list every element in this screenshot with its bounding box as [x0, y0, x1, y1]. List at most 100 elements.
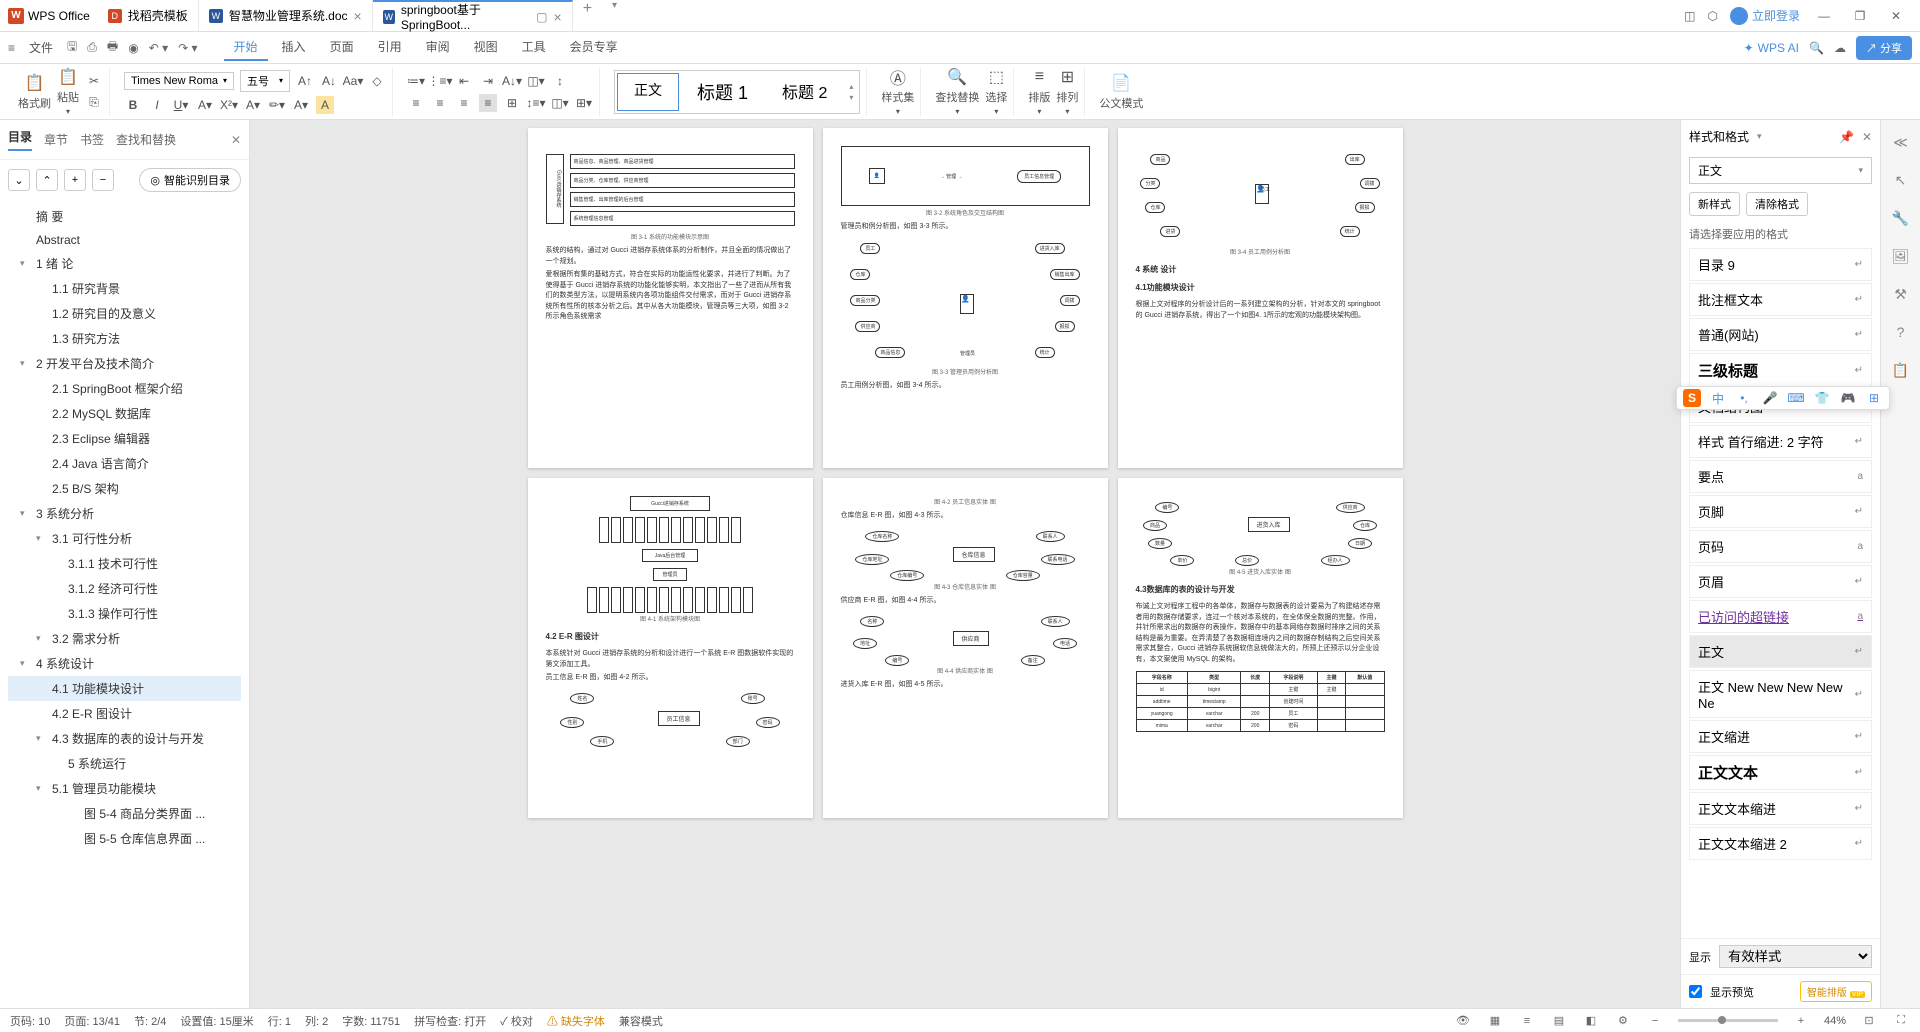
- font-size-select[interactable]: 五号▾: [240, 70, 290, 92]
- menu-tab-member[interactable]: 会员专享: [560, 34, 628, 61]
- style-entry[interactable]: 正文文本缩进↵: [1689, 792, 1872, 825]
- tab-menu-icon[interactable]: ▢: [536, 10, 547, 24]
- menu-icon[interactable]: ≡: [8, 41, 15, 55]
- shading-icon[interactable]: ◫▾: [551, 94, 569, 112]
- view-read-icon[interactable]: 👁: [1454, 1012, 1472, 1030]
- outline-item[interactable]: 图 5-4 商品分类界面 ...: [8, 801, 241, 826]
- fill-icon[interactable]: ◫▾: [527, 72, 545, 90]
- zoom-slider[interactable]: [1678, 1019, 1778, 1022]
- view-draft-icon[interactable]: ◧: [1582, 1012, 1600, 1030]
- style-body[interactable]: 正文: [617, 73, 679, 111]
- maximize-button[interactable]: ❐: [1848, 9, 1872, 23]
- cloud-icon[interactable]: ☁: [1834, 41, 1846, 55]
- justify-icon[interactable]: ≡: [479, 94, 497, 112]
- increase-font-icon[interactable]: A↑: [296, 72, 314, 90]
- style-entry[interactable]: 正文文本↵: [1689, 755, 1872, 790]
- clipboard-icon[interactable]: 📋: [1891, 360, 1911, 380]
- zoom-out-button[interactable]: −: [1646, 1012, 1664, 1030]
- style-entry[interactable]: 目录 9↵: [1689, 248, 1872, 281]
- login-button[interactable]: 立即登录: [1730, 7, 1800, 25]
- align-right-icon[interactable]: ≡: [455, 94, 473, 112]
- menu-tab-reference[interactable]: 引用: [368, 34, 412, 61]
- tab-toc[interactable]: 目录: [8, 128, 32, 151]
- print-icon[interactable]: ⎙: [87, 40, 97, 55]
- ime-skin-icon[interactable]: 👕: [1813, 389, 1831, 407]
- outline-item[interactable]: 1.3 研究方法: [8, 326, 241, 351]
- bullets-icon[interactable]: ≔▾: [407, 72, 425, 90]
- select-button[interactable]: ⬚选择▾: [985, 67, 1007, 116]
- clear-format-button[interactable]: 清除格式: [1746, 192, 1808, 216]
- save-icon[interactable]: 🖫: [67, 37, 77, 58]
- style-entry[interactable]: 页脚↵: [1689, 495, 1872, 528]
- status-page[interactable]: 页面: 13/41: [64, 1013, 120, 1029]
- menu-tab-start[interactable]: 开始: [224, 34, 268, 61]
- superscript-icon[interactable]: X²▾: [220, 96, 238, 114]
- distribute-icon[interactable]: ⊞: [503, 94, 521, 112]
- outline-item[interactable]: ▾5.1 管理员功能模块: [8, 776, 241, 801]
- align-left-icon[interactable]: ≡: [407, 94, 425, 112]
- zoom-value[interactable]: 44%: [1824, 1015, 1846, 1027]
- menu-tab-review[interactable]: 审阅: [416, 34, 460, 61]
- outline-item[interactable]: 3.1.1 技术可行性: [8, 551, 241, 576]
- text-effect-icon[interactable]: A▾: [292, 96, 310, 114]
- spanner-icon[interactable]: 🔧: [1891, 208, 1911, 228]
- new-style-button[interactable]: 新样式: [1689, 192, 1740, 216]
- view-print-icon[interactable]: ▦: [1486, 1012, 1504, 1030]
- wps-ai-button[interactable]: ✦ WPS AI: [1744, 41, 1799, 55]
- arrange-button[interactable]: ⊞排列▾: [1056, 67, 1078, 116]
- tab-list-button[interactable]: ▾: [602, 0, 627, 31]
- style-entry[interactable]: 样式 首行缩进: 2 字符↵: [1689, 425, 1872, 458]
- search-icon[interactable]: 🔍: [1809, 41, 1824, 55]
- view-outline-icon[interactable]: ▤: [1550, 1012, 1568, 1030]
- style-entry[interactable]: 批注框文本↵: [1689, 283, 1872, 316]
- redo-button[interactable]: ↷ ▾: [178, 41, 197, 55]
- ime-toolbar[interactable]: S 中 •, 🎤 ⌨ 👕 🎮 ⊞: [1676, 386, 1890, 410]
- new-tab-button[interactable]: +: [573, 0, 602, 31]
- collapse-rail-icon[interactable]: ≪: [1891, 132, 1911, 152]
- pin-icon[interactable]: 📌: [1839, 130, 1854, 144]
- quick-print-icon[interactable]: ◉: [128, 41, 138, 55]
- clear-format-icon[interactable]: ◇: [368, 72, 386, 90]
- ime-lang-icon[interactable]: 中: [1709, 389, 1727, 407]
- line-spacing-icon[interactable]: ↕≡▾: [527, 94, 545, 112]
- sort-icon[interactable]: A↓▾: [503, 72, 521, 90]
- outline-item[interactable]: 2.1 SpringBoot 框架介绍: [8, 376, 241, 401]
- typeset-button[interactable]: ≡排版▾: [1028, 67, 1050, 116]
- outline-item[interactable]: 4.1 功能模块设计: [8, 676, 241, 701]
- document-canvas[interactable]: Gucci进销存系统 商品信息、商品管理、商品进货管理 商品分类、仓库管理、供应…: [250, 120, 1680, 1008]
- status-col[interactable]: 列: 2: [305, 1013, 328, 1029]
- align-center-icon[interactable]: ≡: [431, 94, 449, 112]
- tab-bookmark[interactable]: 书签: [80, 131, 104, 148]
- borders-icon[interactable]: ⊞▾: [575, 94, 593, 112]
- decrease-font-icon[interactable]: A↓: [320, 72, 338, 90]
- outline-item[interactable]: 5 系统运行: [8, 751, 241, 776]
- ime-punct-icon[interactable]: •,: [1735, 389, 1753, 407]
- gallery-down-icon[interactable]: ▾: [849, 93, 853, 102]
- style-entry[interactable]: 已访问的超链接a: [1689, 600, 1872, 633]
- char-shading-icon[interactable]: A: [316, 96, 334, 114]
- print-preview-icon[interactable]: 🖶: [107, 37, 118, 58]
- numbering-icon[interactable]: ⋮≡▾: [431, 72, 449, 90]
- style-entry[interactable]: 页码a: [1689, 530, 1872, 563]
- smart-layout-button[interactable]: 智能排版 VIP: [1800, 981, 1872, 1002]
- window-clone-icon[interactable]: ◫: [1684, 9, 1695, 23]
- highlight-icon[interactable]: ✏▾: [268, 96, 286, 114]
- outline-item[interactable]: 图 5-5 仓库信息界面 ...: [8, 826, 241, 851]
- style-entry[interactable]: 普通(网站)↵: [1689, 318, 1872, 351]
- status-words[interactable]: 字数: 11751: [342, 1013, 400, 1029]
- outline-item[interactable]: 2.3 Eclipse 编辑器: [8, 426, 241, 451]
- settings-icon[interactable]: ⚙: [1614, 1012, 1632, 1030]
- cube-icon[interactable]: ⬡: [1708, 9, 1718, 23]
- outline-item[interactable]: 3.1.3 操作可行性: [8, 601, 241, 626]
- outline-item[interactable]: 1.1 研究背景: [8, 276, 241, 301]
- cut-icon[interactable]: ✂: [85, 72, 103, 90]
- format-brush-button[interactable]: 📋格式刷: [18, 73, 51, 111]
- outline-item[interactable]: ▾3.1 可行性分析: [8, 526, 241, 551]
- copy-icon[interactable]: ⎘: [85, 94, 103, 112]
- menu-tab-tools[interactable]: 工具: [512, 34, 556, 61]
- outline-item[interactable]: 摘 要: [8, 204, 241, 229]
- undo-button[interactable]: ↶ ▾: [149, 41, 168, 55]
- style-entry[interactable]: 正文文本缩进 2↵: [1689, 827, 1872, 860]
- doc-tab-2[interactable]: W springboot基于SpringBoot... ▢ ×: [373, 0, 573, 31]
- add-button[interactable]: +: [64, 169, 86, 191]
